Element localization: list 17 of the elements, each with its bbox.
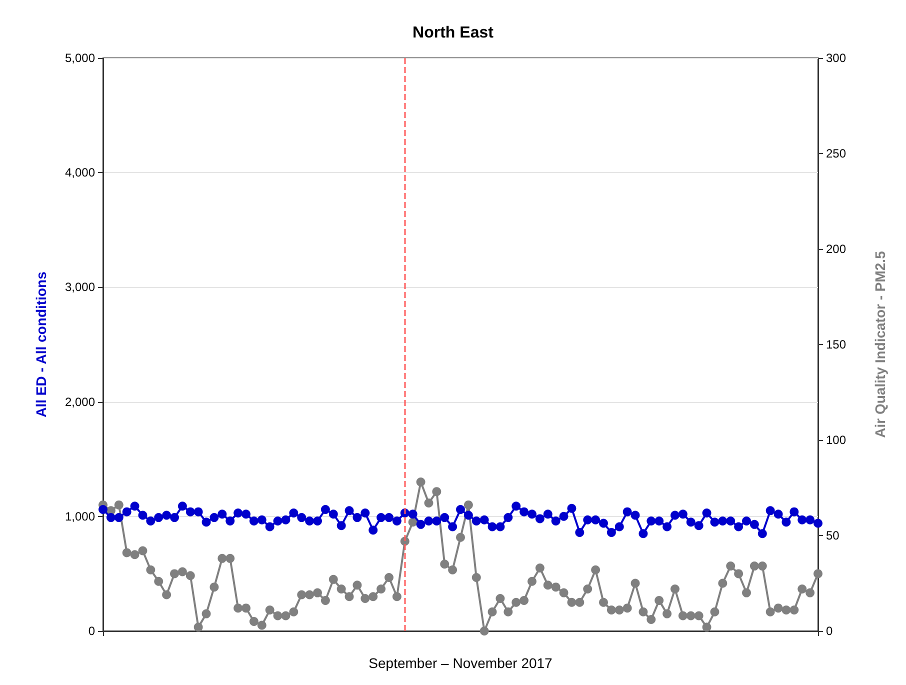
y2-tick-label: 100 — [826, 433, 846, 447]
y-tick-label: 1,000 — [64, 509, 96, 524]
y-tick-label: 4,000 — [64, 166, 96, 180]
y2-tick-label: 150 — [826, 338, 846, 352]
y2-tick-label: 250 — [826, 146, 846, 160]
y-tick-label: 3,000 — [64, 280, 96, 294]
y-tick-label: 2,000 — [64, 394, 96, 409]
y2-tick-label: 0 — [826, 624, 833, 638]
y-axis-title: All ED - All conditions — [33, 271, 49, 418]
y2-tick-label: 50 — [826, 528, 840, 542]
chart-title: North East — [412, 24, 494, 42]
y2-axis-title: Air Quality Indicator - PM2.5 — [872, 250, 888, 438]
y-tick-label: 5,000 — [64, 51, 96, 65]
x-axis-title: September – November 2017 — [368, 655, 553, 671]
y-tick-label: 0 — [88, 624, 96, 638]
y2-tick-label: 200 — [826, 242, 846, 256]
y2-tick-label: 300 — [826, 51, 846, 65]
